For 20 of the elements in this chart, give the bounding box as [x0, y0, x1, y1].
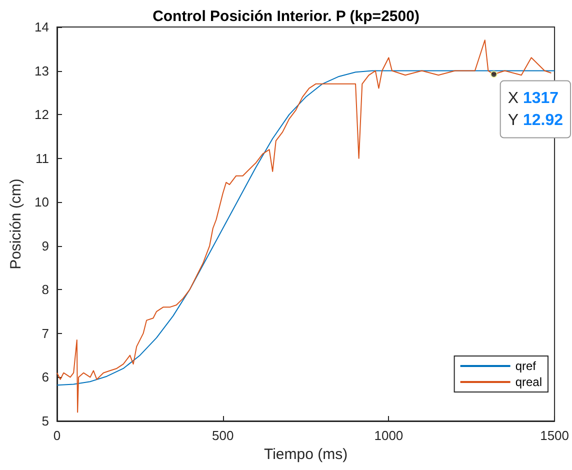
y-tick-label: 9 [42, 238, 49, 254]
y-tick-label: 6 [42, 370, 49, 385]
legend-label: qref [515, 359, 537, 373]
x-tick-label: 0 [53, 428, 61, 443]
legend-label: qreal [515, 375, 542, 389]
x-axis-title: Tiempo (ms) [264, 446, 348, 463]
y-tick-label: 5 [42, 414, 49, 428]
y-tick-label: 10 [34, 194, 49, 210]
y-tick-label: 13 [34, 63, 49, 78]
y-tick-label: 8 [42, 282, 49, 298]
x-tick-label: 1500 [540, 428, 569, 443]
y-tick-label: 14 [34, 20, 49, 34]
x-tick-label: 1000 [374, 428, 404, 443]
y-tick-label: 12 [34, 107, 49, 122]
y-tick-label: 7 [42, 326, 49, 341]
y-tick-label: 11 [36, 150, 49, 166]
annotation: X 1317 Y 12.92 [508, 90, 564, 129]
y-axis-title: Posición (cm) [8, 178, 25, 270]
x-tick-label: 500 [212, 428, 234, 443]
chart-title: Control Posición Interior. P (kp=2500) [152, 8, 420, 25]
